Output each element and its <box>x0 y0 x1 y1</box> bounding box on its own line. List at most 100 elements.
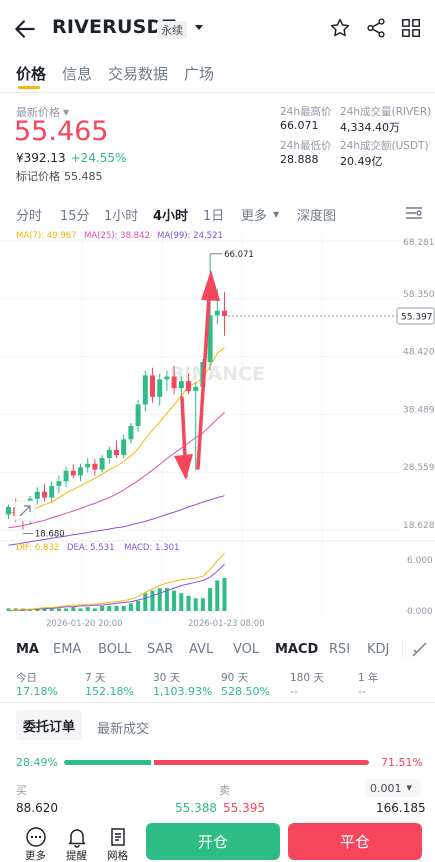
indicator-kdj[interactable]: KDJ <box>367 642 390 657</box>
perf-value-today: 17.18% <box>16 685 58 698</box>
more-label[interactable]: 更多 <box>25 850 46 862</box>
tab-order-book[interactable]: 委托订单 <box>16 710 82 740</box>
candle-body <box>142 375 148 405</box>
last-price-value: 55.465 <box>14 116 109 147</box>
caret-down-icon: ▼ <box>406 784 412 792</box>
date-axis-label: 2026-01-23 08:00 <box>188 619 265 628</box>
macd-histogram-bar <box>107 605 112 611</box>
main-tabs: 价格 信息 交易数据 广场 <box>16 60 230 86</box>
caret-down-icon: ▼ <box>273 210 280 219</box>
price-axis-label: 28.559 <box>403 463 435 473</box>
candle-body <box>135 404 141 426</box>
divider <box>0 92 435 93</box>
interval-1d[interactable]: 1日 <box>203 209 225 224</box>
grid-label[interactable]: 网格 <box>107 850 128 862</box>
interval-1h[interactable]: 1小时 <box>104 209 139 224</box>
perf-value-30d: 1,103.93% <box>153 685 213 698</box>
interval-more-label: 更多 <box>241 209 268 224</box>
macd-histogram-bar <box>92 608 97 611</box>
low-label: 24h最低价 <box>280 140 332 152</box>
bid-quantity: 88.620 <box>16 801 58 815</box>
indicator-boll[interactable]: BOLL <box>98 642 132 657</box>
macd-histogram-bar <box>150 590 155 611</box>
annotation-arrow-up-shaft <box>196 278 212 470</box>
indicator-ema[interactable]: EMA <box>53 642 82 657</box>
caret-down-icon: ▼ <box>63 107 70 117</box>
grid-icon[interactable] <box>400 17 422 39</box>
perf-label-7d: 7 天 <box>85 672 106 684</box>
macd-histogram-bar <box>114 605 119 611</box>
open-position-button[interactable]: 开仓 <box>146 823 280 860</box>
indicator-ma[interactable]: MA <box>16 642 39 657</box>
perf-value-90d: 528.50% <box>221 685 270 698</box>
depth-chart-tab[interactable]: 深度图 <box>297 209 337 224</box>
tab-trading-data[interactable]: 交易数据 <box>108 64 169 83</box>
symbol-title[interactable]: RIVERUSDT <box>52 16 176 38</box>
draw-tool-icon[interactable] <box>411 640 429 658</box>
indicator-avl[interactable]: AVL <box>189 642 214 657</box>
macd-histogram-bar <box>172 590 177 611</box>
macd-histogram-bar <box>179 593 184 611</box>
candle-body <box>207 315 213 362</box>
candlestick-chart[interactable]: BINANCE 68.281 58.350 48.420 38.489 28.559 18… <box>0 228 435 628</box>
mark-price: 标记价格 55.485 <box>16 168 103 184</box>
chart-settings-icon[interactable] <box>404 205 424 221</box>
sell-ratio-bar <box>154 760 369 765</box>
precision-select[interactable]: 0.001 ▼ <box>365 779 421 797</box>
chevron-down-icon[interactable] <box>193 21 205 33</box>
grid-trading-icon[interactable] <box>107 826 129 848</box>
ask-quantity: 166.185 <box>376 801 426 815</box>
indicator-sar[interactable]: SAR <box>147 642 174 657</box>
current-price-tag-text: 55.397 <box>401 312 433 322</box>
candle-body <box>157 379 163 397</box>
indicator-vol[interactable]: VOL <box>233 642 260 657</box>
macd-histogram-bar <box>56 608 61 611</box>
tab-recent-trades[interactable]: 最新成交 <box>97 722 150 737</box>
more-icon[interactable] <box>25 826 47 848</box>
indicator-rsi[interactable]: RSI <box>329 642 351 657</box>
precision-value: 0.001 <box>370 781 402 795</box>
tab-price[interactable]: 价格 <box>16 64 47 83</box>
perf-label-30d: 30 天 <box>153 672 181 684</box>
interval-15m[interactable]: 15分 <box>60 209 90 224</box>
perf-label-180d: 180 天 <box>290 672 324 684</box>
interval-1m[interactable]: 分时 <box>16 209 43 224</box>
tab-square[interactable]: 广场 <box>184 64 215 83</box>
ma-legend-label: MA(99): 24.521 <box>157 231 223 241</box>
macd-histogram-bar <box>85 607 90 611</box>
candle-body <box>128 425 134 440</box>
share-icon[interactable] <box>365 17 387 39</box>
close-position-button[interactable]: 平仓 <box>288 823 422 860</box>
indicator-macd[interactable]: MACD <box>275 642 319 657</box>
candle-body <box>42 491 47 498</box>
interval-4h[interactable]: 4小时 <box>153 209 189 224</box>
macd-histogram-bar <box>200 598 205 611</box>
volume-river-label: 24h成交量(RIVER) <box>340 106 432 118</box>
perf-value-7d: 152.18% <box>85 685 134 698</box>
macd-histogram-bar <box>42 608 47 611</box>
macd-legend-label: DIF: 6.832 <box>16 543 59 553</box>
back-arrow-icon[interactable] <box>12 16 38 42</box>
perf-label-1y: 1 年 <box>358 672 379 684</box>
high-marker-label: 66.071 <box>224 250 254 260</box>
tab-info[interactable]: 信息 <box>62 64 93 83</box>
bell-icon[interactable] <box>66 826 88 848</box>
alert-label[interactable]: 提醒 <box>66 850 87 862</box>
bid-price: 55.388 <box>175 801 217 815</box>
macd-histogram-bar <box>143 593 148 611</box>
candle-body <box>114 449 119 456</box>
interval-more[interactable]: 更多 ▼ <box>241 205 279 224</box>
watermark: BINANCE <box>170 363 265 385</box>
candle-body <box>70 470 76 476</box>
macd-pane: DIF: 6.832 DEA: 5.531 MACD: 1.301 6.000 0.00… <box>6 543 433 628</box>
candle-body <box>106 449 112 458</box>
macd-histogram-bar <box>186 595 191 611</box>
star-icon[interactable] <box>329 17 351 39</box>
volume-usdt-value: 20.49亿 <box>340 155 383 168</box>
candle-body <box>164 376 170 380</box>
macd-dea-line <box>8 563 225 612</box>
last-price-label[interactable]: 最新价格 ▼ <box>16 104 69 120</box>
price-axis-label: 58.350 <box>403 290 435 300</box>
divider <box>0 702 435 703</box>
sell-ratio: 71.51% <box>381 756 423 769</box>
